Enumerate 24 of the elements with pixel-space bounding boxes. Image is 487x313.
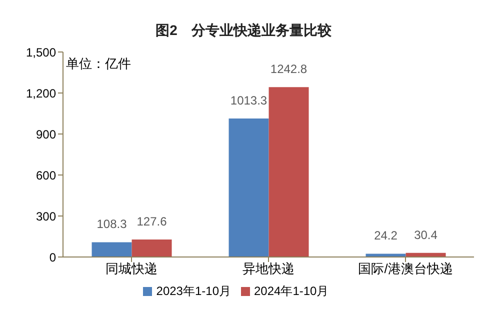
bar — [132, 240, 172, 257]
data-label: 108.3 — [96, 217, 128, 232]
x-tick-label: 异地快递 — [242, 261, 294, 276]
legend-label: 2023年1-10月 — [156, 284, 231, 298]
legend-label: 2024年1-10月 — [254, 284, 329, 298]
chart-title: 图2 分专业快递业务量比较 — [154, 22, 332, 40]
x-tick-label: 同城快递 — [106, 261, 158, 276]
y-tick-label: 1,200 — [26, 86, 56, 100]
bar — [268, 87, 309, 257]
y-tick-label: 0 — [49, 250, 56, 264]
y-tick-label: 1,500 — [26, 45, 56, 60]
data-label: 1242.8 — [270, 62, 308, 76]
bar — [228, 118, 269, 257]
data-label: 1013.3 — [230, 94, 268, 108]
data-label: 30.4 — [414, 228, 438, 242]
bar — [366, 254, 406, 257]
bar — [92, 242, 132, 257]
y-tick-label: 900 — [36, 127, 56, 142]
data-label: 24.2 — [374, 228, 398, 243]
x-tick-label: 国际/港澳台快递 — [358, 261, 453, 276]
annotation: 单位：亿件 — [66, 55, 131, 73]
data-label: 127.6 — [136, 214, 168, 229]
y-tick-label: 600 — [36, 168, 56, 182]
y-tick-label: 300 — [36, 209, 56, 224]
